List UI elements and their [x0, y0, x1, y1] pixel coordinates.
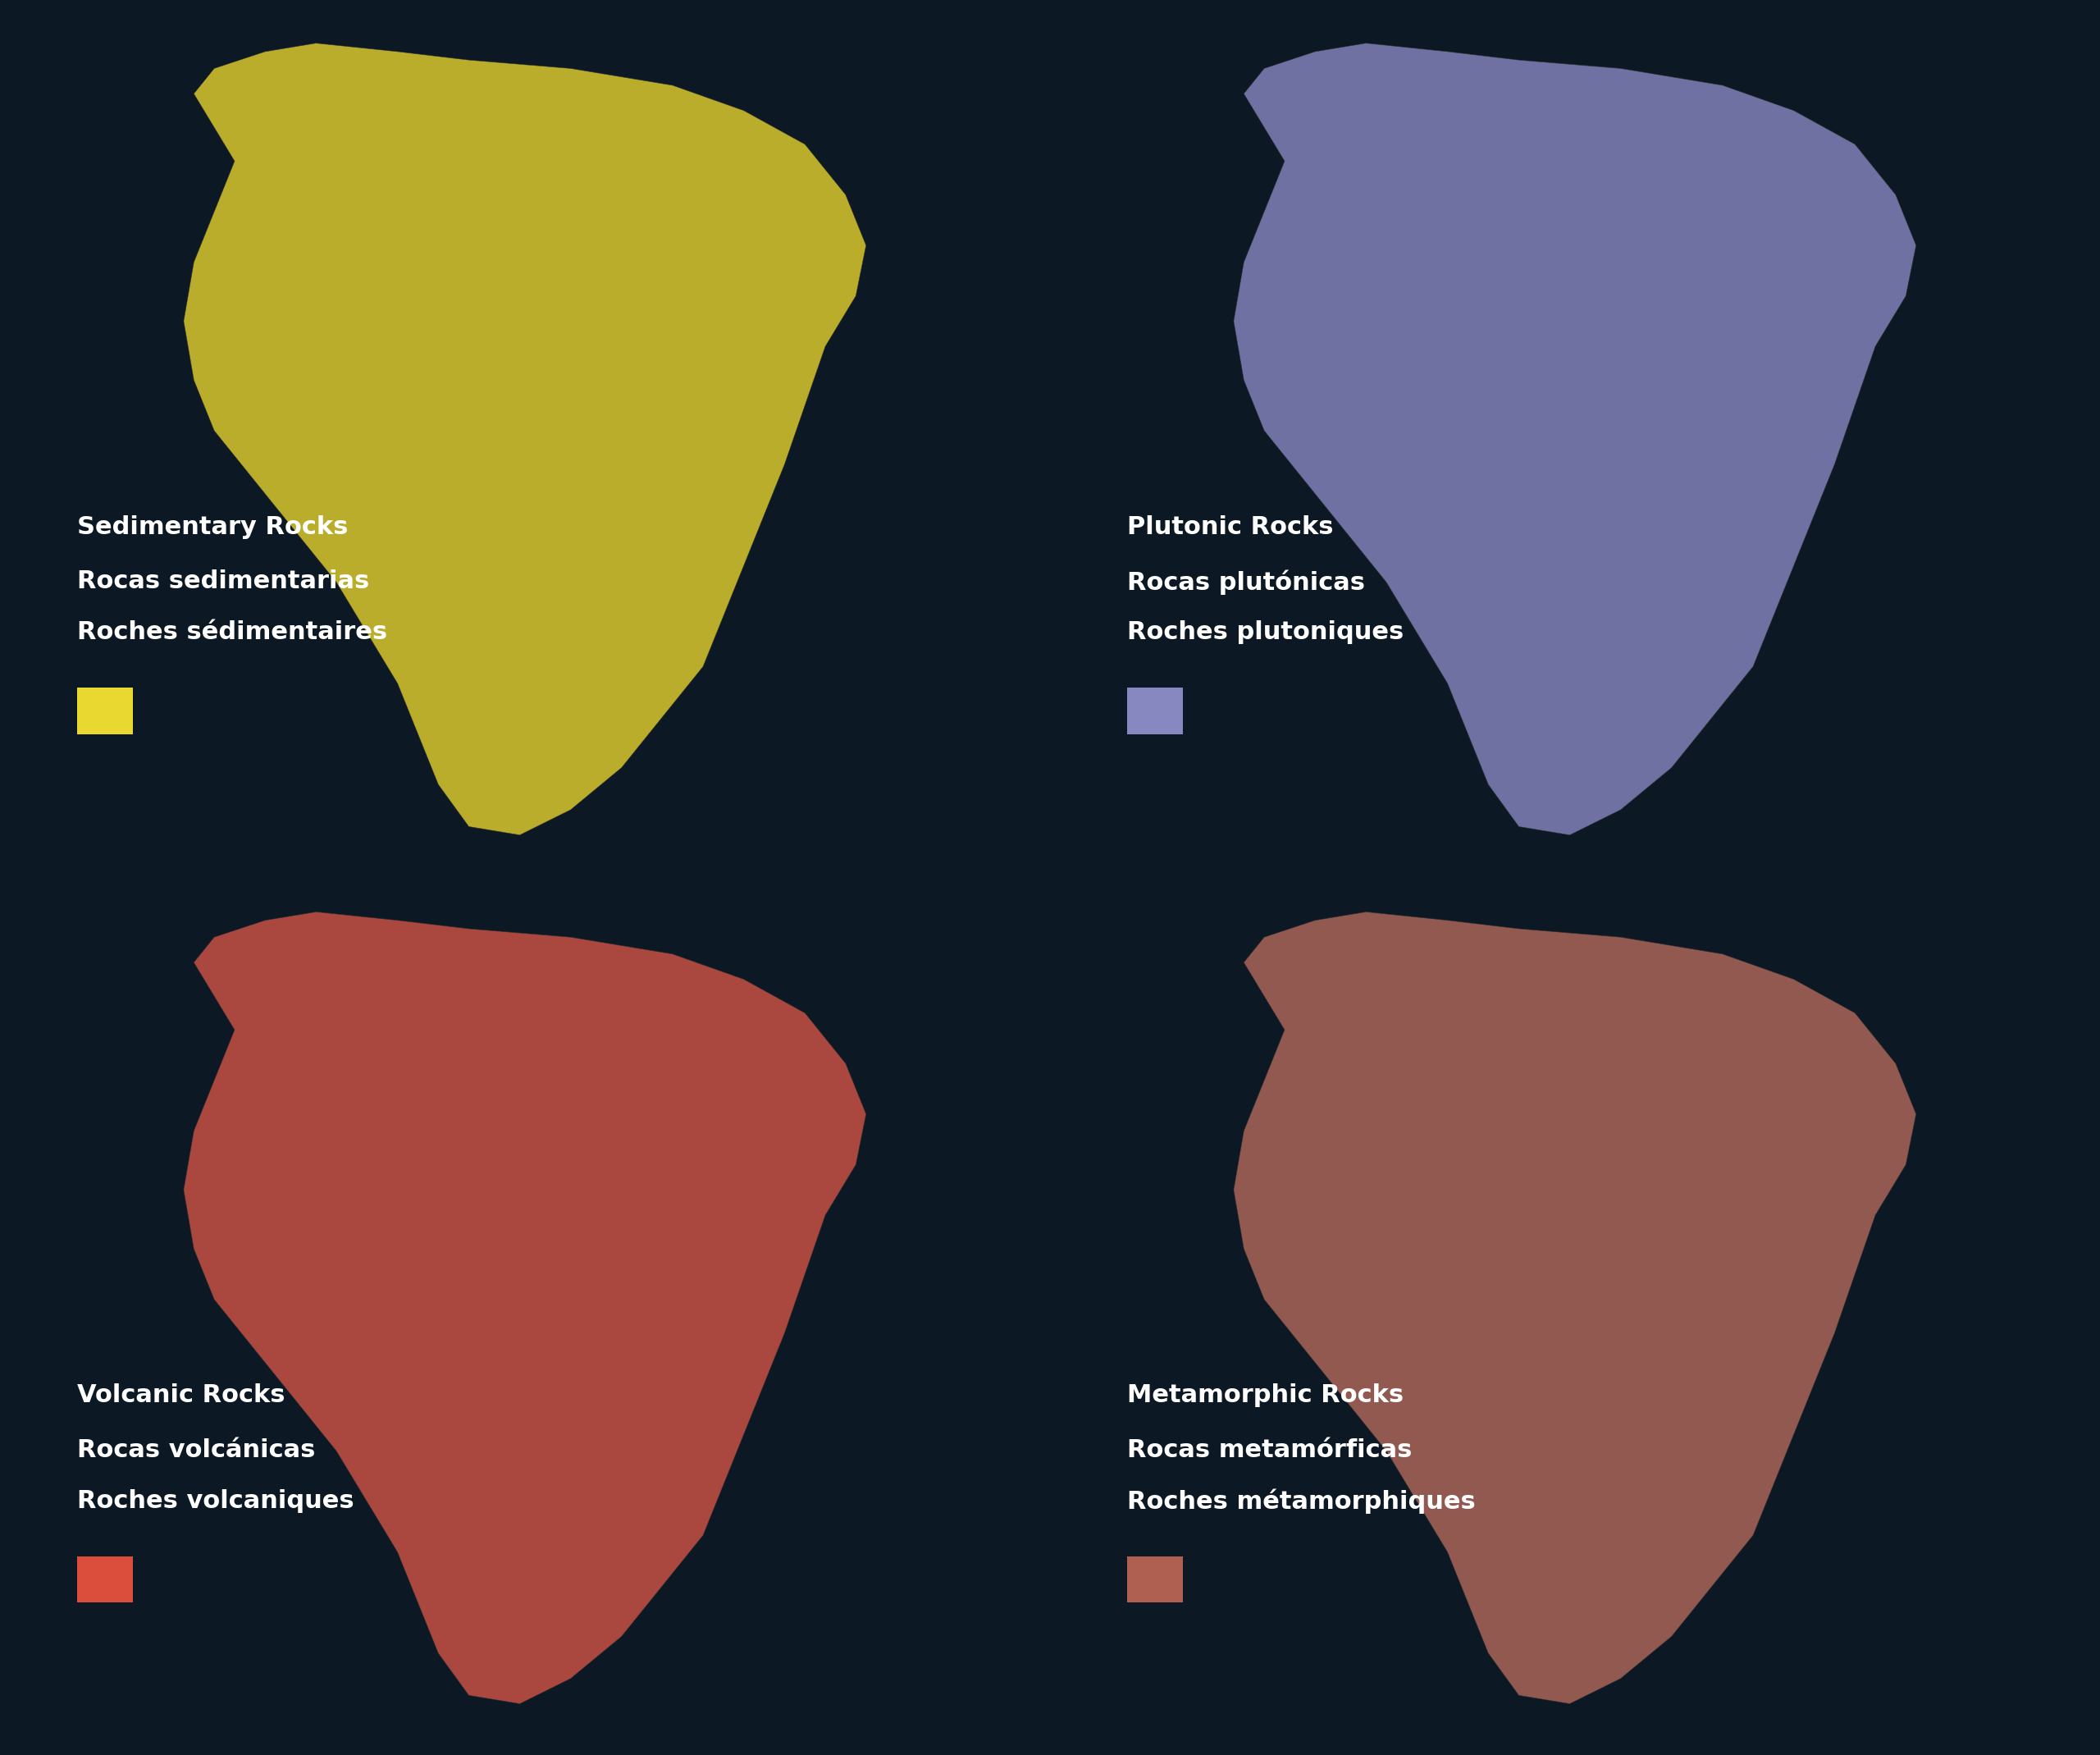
- Text: Roches métamorphiques: Roches métamorphiques: [1128, 1488, 1474, 1515]
- Polygon shape: [183, 913, 865, 1704]
- Text: Rocas sedimentarias: Rocas sedimentarias: [78, 570, 370, 593]
- Text: Rocas metamórficas: Rocas metamórficas: [1128, 1439, 1411, 1462]
- Text: Roches volcaniques: Roches volcaniques: [78, 1488, 353, 1513]
- Text: Roches sédimentaires: Roches sédimentaires: [78, 620, 386, 644]
- Polygon shape: [183, 44, 865, 835]
- Bar: [1128, 688, 1182, 734]
- Bar: [1128, 1557, 1182, 1602]
- Text: Rocas plutónicas: Rocas plutónicas: [1128, 570, 1365, 595]
- Text: Sedimentary Rocks: Sedimentary Rocks: [78, 514, 349, 539]
- Bar: [78, 1557, 132, 1602]
- Text: Metamorphic Rocks: Metamorphic Rocks: [1128, 1383, 1403, 1408]
- Polygon shape: [1233, 44, 1915, 835]
- Text: Volcanic Rocks: Volcanic Rocks: [78, 1383, 286, 1408]
- Bar: [78, 688, 132, 734]
- Text: Roches plutoniques: Roches plutoniques: [1128, 620, 1403, 644]
- Text: Rocas volcánicas: Rocas volcánicas: [78, 1439, 315, 1462]
- Polygon shape: [1233, 913, 1915, 1704]
- Text: Plutonic Rocks: Plutonic Rocks: [1128, 514, 1334, 539]
